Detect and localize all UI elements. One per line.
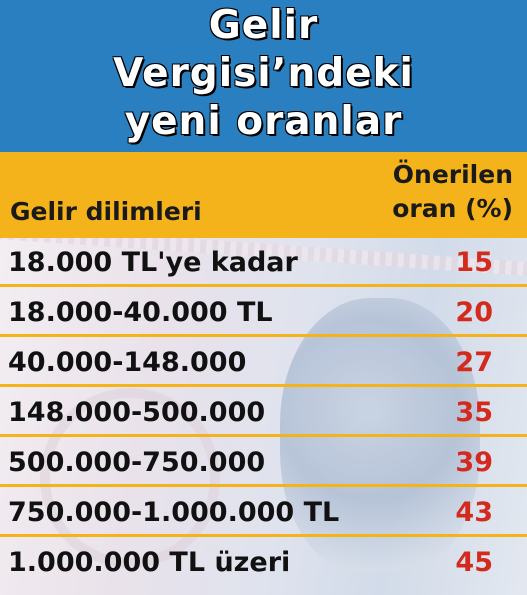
bracket-label: 18.000 TL'ye kadar xyxy=(8,247,298,278)
rate-value: 45 xyxy=(455,547,493,578)
column-header-rate-line-1: Önerilen xyxy=(392,160,513,189)
title-line-2: Vergisi’ndeki xyxy=(113,51,414,96)
rate-value: 35 xyxy=(455,397,493,428)
rate-value: 43 xyxy=(455,497,493,528)
banknote-portrait xyxy=(280,298,480,578)
rate-value: 20 xyxy=(455,297,493,328)
table-row: 500.000-750.000 39 xyxy=(0,441,527,487)
row-divider xyxy=(0,534,527,537)
row-divider xyxy=(0,284,527,287)
bracket-label: 750.000-1.000.000 TL xyxy=(8,497,340,528)
table-row: 18.000-40.000 TL 20 xyxy=(0,291,527,337)
bracket-label: 148.000-500.000 xyxy=(8,397,266,428)
table-row: 18.000 TL'ye kadar 15 xyxy=(0,241,527,287)
table-row: 40.000-148.000 27 xyxy=(0,341,527,387)
table-row: 750.000-1.000.000 TL 43 xyxy=(0,491,527,537)
bracket-label: 40.000-148.000 xyxy=(8,347,247,378)
row-divider xyxy=(0,484,527,487)
banknote-watermark-disc xyxy=(40,388,220,568)
column-header-rate-line-2: oran (%) xyxy=(392,194,513,223)
row-divider xyxy=(0,434,527,437)
column-header-rate: Önerilen oran (%) xyxy=(392,158,513,226)
title-band: Gelir Vergisi’ndeki yeni oranlar xyxy=(0,0,527,152)
bracket-label: 500.000-750.000 xyxy=(8,447,266,478)
title-line-1: Gelir xyxy=(208,3,319,48)
column-header-brackets: Gelir dilimleri xyxy=(10,197,202,226)
table-header xyxy=(0,152,527,238)
row-divider xyxy=(0,334,527,337)
row-divider xyxy=(0,384,527,387)
table-row: 148.000-500.000 35 xyxy=(0,391,527,437)
title-line-3: yeni oranlar xyxy=(124,99,403,144)
rate-value: 15 xyxy=(455,247,493,278)
rate-value: 27 xyxy=(455,347,493,378)
table-row: 1.000.000 TL üzeri 45 xyxy=(0,541,527,587)
rate-value: 39 xyxy=(455,447,493,478)
bracket-label: 1.000.000 TL üzeri xyxy=(8,547,291,578)
bracket-label: 18.000-40.000 TL xyxy=(8,297,273,328)
